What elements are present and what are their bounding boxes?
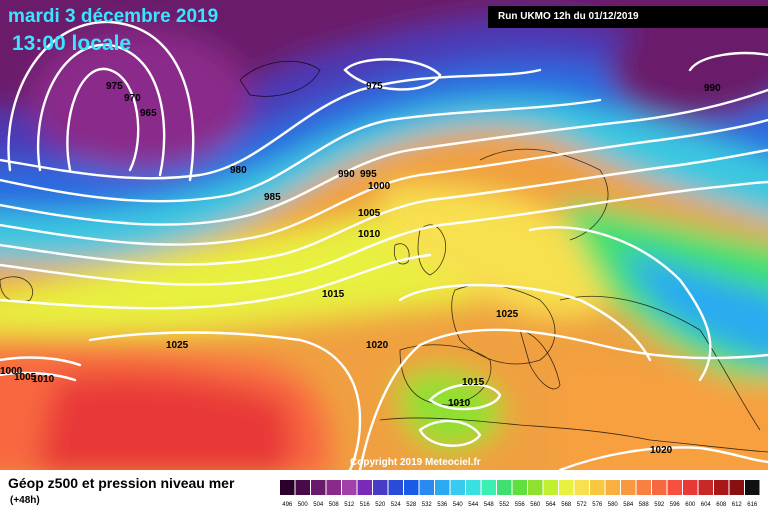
isobar-label: 975 bbox=[106, 81, 123, 92]
isobar-label: 1005 bbox=[358, 208, 381, 219]
scale-value: 612 bbox=[732, 502, 743, 508]
scale-value: 548 bbox=[484, 502, 495, 508]
scale-swatch bbox=[621, 480, 636, 495]
scale-swatch bbox=[729, 480, 744, 495]
scale-swatch bbox=[528, 480, 543, 495]
scale-value: 520 bbox=[375, 502, 386, 508]
scale-value: 608 bbox=[716, 502, 727, 508]
scale-value: 512 bbox=[344, 502, 355, 508]
scale-swatch bbox=[295, 480, 310, 495]
scale-value: 496 bbox=[282, 502, 293, 508]
scale-value: 536 bbox=[437, 502, 448, 508]
scale-value: 528 bbox=[406, 502, 417, 508]
isobar-labels: 975 970 965 975 990 980 985 990 995 1000… bbox=[0, 81, 721, 456]
scale-swatch bbox=[466, 480, 481, 495]
color-scale: 496 500 504 508 512 516 520 524 528 532 536 540 544 5… bbox=[280, 480, 760, 508]
isobar-label: 1020 bbox=[366, 340, 389, 351]
scale-swatch bbox=[280, 480, 295, 495]
scale-swatch bbox=[683, 480, 698, 495]
scale-swatch bbox=[311, 480, 326, 495]
scale-value: 532 bbox=[422, 502, 433, 508]
isobar-label: 965 bbox=[140, 108, 157, 119]
scale-value: 592 bbox=[654, 502, 665, 508]
scale-value: 556 bbox=[515, 502, 526, 508]
isobar-label: 1025 bbox=[166, 340, 189, 351]
isobar-label: 1000 bbox=[368, 181, 391, 192]
scale-value: 580 bbox=[608, 502, 619, 508]
scale-swatch bbox=[714, 480, 729, 495]
isobar-label: 1015 bbox=[462, 377, 485, 388]
scale-value: 596 bbox=[670, 502, 681, 508]
scale-value: 500 bbox=[298, 502, 309, 508]
scale-value: 560 bbox=[530, 502, 541, 508]
isobar-label: 990 bbox=[704, 83, 721, 94]
isobar-label: 1025 bbox=[496, 309, 519, 320]
scale-value: 564 bbox=[546, 502, 557, 508]
scale-value: 544 bbox=[468, 502, 479, 508]
scale-value: 504 bbox=[313, 502, 324, 508]
scale-swatch bbox=[636, 480, 651, 495]
scale-value: 616 bbox=[747, 502, 758, 508]
scale-swatch bbox=[559, 480, 574, 495]
isobar-label: 1005 bbox=[14, 372, 37, 383]
forecast-date: mardi 3 décembre 2019 bbox=[8, 6, 219, 27]
run-info: Run UKMO 12h du 01/12/2019 bbox=[488, 6, 768, 28]
isobar-label: 1000 bbox=[0, 366, 23, 377]
scale-swatch bbox=[388, 480, 403, 495]
isobar-label: 1020 bbox=[650, 445, 673, 456]
scale-swatch bbox=[497, 480, 512, 495]
scale-value: 576 bbox=[592, 502, 603, 508]
forecast-hour: (+48h) bbox=[10, 495, 40, 506]
scale-swatch bbox=[667, 480, 682, 495]
scale-value: 540 bbox=[453, 502, 464, 508]
scale-value: 552 bbox=[499, 502, 510, 508]
isobar-label: 1010 bbox=[32, 374, 55, 385]
isobar-label: 970 bbox=[124, 93, 141, 104]
scale-value: 600 bbox=[685, 502, 696, 508]
scale-value: 588 bbox=[639, 502, 650, 508]
scale-swatch bbox=[404, 480, 419, 495]
isobar-label: 1015 bbox=[322, 289, 345, 300]
scale-value: 524 bbox=[391, 502, 402, 508]
scale-swatch bbox=[435, 480, 450, 495]
isobars bbox=[0, 20, 768, 470]
scale-swatch bbox=[745, 480, 760, 495]
scale-swatch bbox=[357, 480, 372, 495]
scale-swatch bbox=[605, 480, 620, 495]
scale-value: 516 bbox=[360, 502, 371, 508]
scale-value: 572 bbox=[577, 502, 588, 508]
isobar-label: 1010 bbox=[358, 229, 381, 240]
legend-title: Géop z500 et pression niveau mer bbox=[8, 475, 235, 491]
isobar-label: 980 bbox=[230, 165, 247, 176]
scale-swatch bbox=[698, 480, 713, 495]
scale-swatch bbox=[590, 480, 605, 495]
scale-value: 604 bbox=[701, 502, 712, 508]
scale-swatch bbox=[543, 480, 558, 495]
forecast-time: 13:00 locale bbox=[12, 32, 132, 55]
scale-value: 584 bbox=[623, 502, 634, 508]
coastlines bbox=[0, 60, 768, 453]
isobar-label: 985 bbox=[264, 192, 281, 203]
geopotential-field bbox=[0, 0, 768, 470]
weather-map: 975 970 965 975 990 980 985 990 995 1000… bbox=[0, 0, 768, 470]
scale-swatch bbox=[342, 480, 357, 495]
scale-swatch bbox=[373, 480, 388, 495]
copyright: Copyright 2019 Meteociel.fr bbox=[350, 457, 481, 468]
scale-swatch bbox=[481, 480, 496, 495]
scale-swatch bbox=[574, 480, 589, 495]
isobar-label: 975 bbox=[366, 81, 383, 92]
isobar-label: 990 bbox=[338, 169, 355, 180]
scale-swatch bbox=[450, 480, 465, 495]
isobar-label: 995 bbox=[360, 169, 377, 180]
isobar-label: 1010 bbox=[448, 398, 471, 409]
scale-value: 568 bbox=[561, 502, 572, 508]
scale-swatch bbox=[652, 480, 667, 495]
scale-swatch bbox=[326, 480, 341, 495]
scale-value: 508 bbox=[329, 502, 340, 508]
scale-swatch bbox=[419, 480, 434, 495]
scale-swatch bbox=[512, 480, 527, 495]
